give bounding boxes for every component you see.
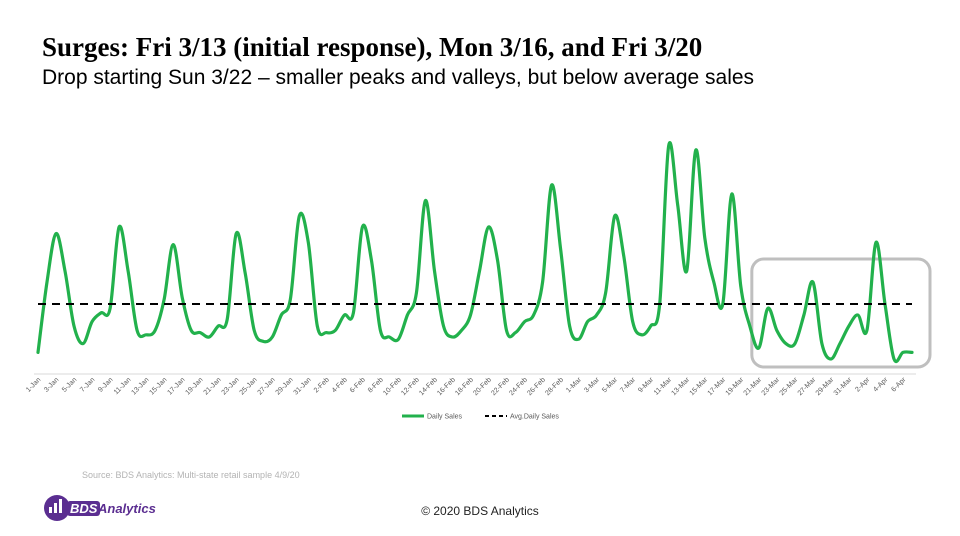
bds-logo-text: Analytics (98, 500, 156, 516)
x-tick-label: 1-Mar (565, 376, 583, 394)
x-tick-label: 21-Mar (743, 376, 764, 397)
x-tick-label: 25-Jan (239, 376, 259, 396)
bds-logo: BDS Analytics (44, 495, 156, 521)
x-tick-label: 29-Jan (275, 376, 295, 396)
x-tick-label: 10-Feb (382, 376, 403, 397)
x-tick-label: 26-Feb (526, 376, 547, 397)
highlight-box (750, 257, 932, 369)
x-tick-label: 4-Apr (872, 376, 890, 394)
x-tick-label: 27-Jan (257, 376, 277, 396)
legend-label: Avg.Daily Sales (510, 414, 559, 421)
x-tick-label: 17-Mar (707, 376, 728, 397)
x-tick-label: 15-Jan (148, 376, 168, 396)
x-tick-label: 2-Apr (854, 376, 872, 394)
x-tick-label: 23-Jan (221, 376, 241, 396)
x-tick-label: 3-Jan (43, 376, 60, 393)
x-tick-label: 18-Feb (454, 376, 475, 397)
x-tick-label: 11-Mar (653, 376, 674, 397)
x-tick-label: 6-Feb (349, 376, 367, 394)
bds-logo-badge: BDS (67, 501, 101, 516)
x-tick-label: 16-Feb (436, 376, 457, 397)
x-tick-label: 7-Jan (79, 376, 96, 393)
x-tick-label: 19-Jan (185, 376, 205, 396)
x-tick-label: 12-Feb (400, 376, 421, 397)
slide-subtitle: Drop starting Sun 3/22 – smaller peaks a… (42, 66, 755, 89)
x-tick-label: 6-Apr (890, 376, 908, 394)
x-tick-label: 13-Mar (671, 376, 692, 397)
x-tick-label: 29-Mar (815, 376, 836, 397)
x-tick-label: 4-Feb (331, 376, 349, 394)
x-tick-label: 20-Feb (472, 376, 493, 397)
x-tick-label: 13-Jan (130, 376, 150, 396)
bds-logo-circle (44, 495, 70, 521)
source-note: Source: BDS Analytics: Multi-state retai… (82, 470, 300, 480)
bds-logo-bar (54, 503, 57, 513)
x-tick-label: 1-Jan (25, 376, 42, 393)
x-tick-label: 14-Feb (418, 376, 439, 397)
slide-title: Surges: Fri 3/13 (initial response), Mon… (42, 32, 703, 62)
x-tick-label: 31-Mar (833, 376, 854, 397)
x-tick-label: 21-Jan (203, 376, 223, 396)
x-tick-label: 11-Jan (113, 376, 133, 396)
x-tick-label: 15-Mar (689, 376, 710, 397)
x-tick-label: 7-Mar (619, 376, 637, 394)
x-tick-label: 24-Feb (508, 376, 529, 397)
x-tick-label: 27-Mar (797, 376, 818, 397)
x-tick-label: 5-Mar (601, 376, 619, 394)
x-tick-label: 17-Jan (166, 376, 186, 396)
x-tick-label: 28-Feb (544, 376, 565, 397)
x-tick-label: 22-Feb (490, 376, 511, 397)
legend-label: Daily Sales (427, 414, 463, 421)
x-tick-label: 25-Mar (779, 376, 800, 397)
x-tick-label: 5-Jan (61, 376, 78, 393)
series-line (36, 141, 914, 364)
bds-logo-bar (49, 507, 52, 513)
x-tick-label: 31-Jan (293, 376, 313, 396)
x-tick-label: 23-Mar (761, 376, 782, 397)
x-tick-label: 2-Feb (313, 376, 331, 394)
bds-logo-bar (59, 499, 62, 513)
x-tick-label: 3-Mar (583, 376, 601, 394)
copyright-text: © 2020 BDS Analytics (421, 504, 539, 518)
bds-logo-mark: BDS (44, 495, 101, 521)
x-tick-label: 19-Mar (725, 376, 746, 397)
